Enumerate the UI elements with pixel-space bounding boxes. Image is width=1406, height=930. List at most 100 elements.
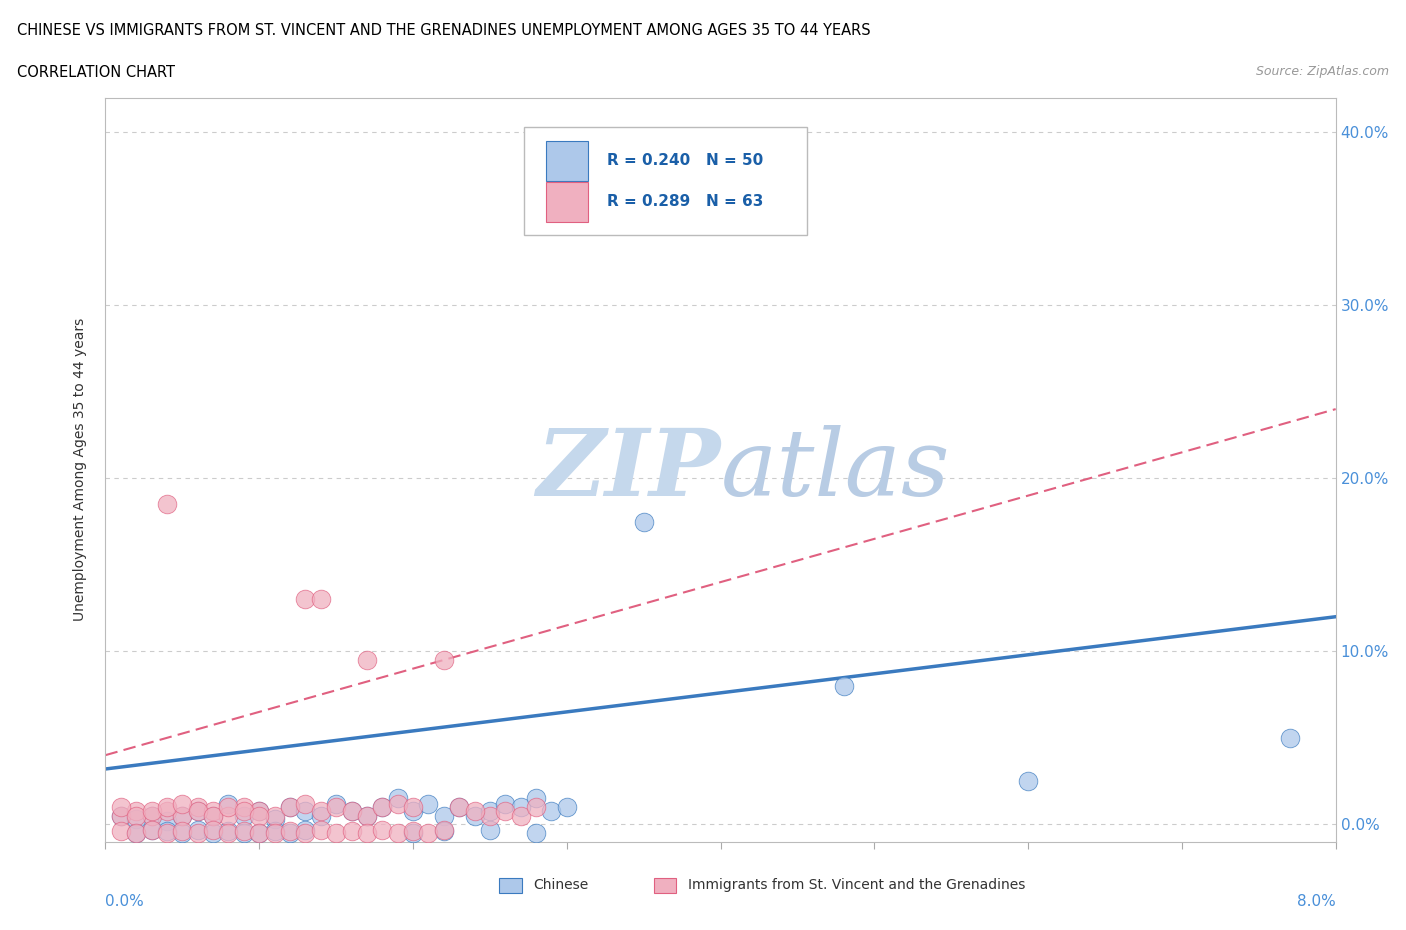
Point [263, 826, 285, 841]
Point [340, 804, 363, 818]
Point [141, 808, 163, 823]
Point [309, 822, 332, 837]
Point [418, 796, 440, 811]
Point [218, 808, 240, 823]
Point [309, 592, 332, 607]
Text: 0.0%: 0.0% [105, 894, 145, 909]
Point [1017, 774, 1039, 789]
Point [125, 826, 148, 841]
Point [156, 824, 179, 839]
Point [340, 804, 363, 818]
Point [524, 790, 547, 805]
Point [232, 804, 254, 818]
Point [172, 796, 194, 811]
Point [633, 514, 655, 529]
Point [110, 808, 132, 823]
Point [278, 800, 301, 815]
Point [464, 808, 486, 823]
Point [125, 812, 148, 827]
Text: Immigrants from St. Vincent and the Grenadines: Immigrants from St. Vincent and the Gren… [688, 878, 1025, 893]
Point [478, 808, 501, 823]
Point [478, 822, 501, 837]
Point [555, 800, 578, 815]
Point [187, 804, 209, 818]
Point [402, 804, 425, 818]
Point [110, 808, 132, 823]
Point [371, 800, 394, 815]
Point [832, 679, 855, 694]
Point [125, 826, 148, 841]
Point [187, 804, 209, 818]
Point [202, 826, 225, 841]
Point [247, 826, 270, 841]
Point [278, 824, 301, 839]
Point [524, 800, 547, 815]
Point [294, 592, 316, 607]
Point [278, 826, 301, 841]
Bar [654, 878, 676, 893]
Point [449, 800, 471, 815]
Point [433, 822, 456, 837]
Point [371, 822, 394, 837]
Point [187, 800, 209, 815]
Point [371, 800, 394, 815]
Point [156, 497, 179, 512]
Point [524, 826, 547, 841]
Point [540, 804, 562, 818]
Point [232, 800, 254, 815]
Point [294, 822, 316, 837]
Y-axis label: Unemployment Among Ages 35 to 44 years: Unemployment Among Ages 35 to 44 years [73, 318, 87, 621]
Point [125, 808, 148, 823]
Point [202, 808, 225, 823]
Point [263, 808, 285, 823]
Point [156, 826, 179, 841]
Text: ZIP: ZIP [536, 425, 721, 514]
Point [172, 808, 194, 823]
Point [356, 653, 378, 668]
Point [325, 800, 347, 815]
Point [156, 804, 179, 818]
Point [387, 790, 409, 805]
Point [232, 824, 254, 839]
Point [263, 824, 285, 839]
Point [449, 800, 471, 815]
Text: Chinese: Chinese [533, 878, 588, 893]
Point [433, 824, 456, 839]
Point [294, 804, 316, 818]
Point [156, 800, 179, 815]
Point [325, 826, 347, 841]
FancyBboxPatch shape [546, 181, 588, 222]
Point [309, 808, 332, 823]
Bar [499, 878, 522, 893]
Text: R = 0.289   N = 63: R = 0.289 N = 63 [607, 194, 763, 209]
Point [187, 826, 209, 841]
Point [402, 800, 425, 815]
Point [294, 826, 316, 841]
Point [247, 804, 270, 818]
Point [294, 796, 316, 811]
Text: CHINESE VS IMMIGRANTS FROM ST. VINCENT AND THE GRENADINES UNEMPLOYMENT AMONG AGE: CHINESE VS IMMIGRANTS FROM ST. VINCENT A… [17, 23, 870, 38]
Point [478, 804, 501, 818]
Point [218, 824, 240, 839]
Point [141, 808, 163, 823]
Point [187, 822, 209, 837]
Point [1278, 730, 1301, 745]
Point [464, 804, 486, 818]
Point [356, 826, 378, 841]
Point [232, 808, 254, 823]
Point [387, 826, 409, 841]
Point [218, 826, 240, 841]
Point [141, 822, 163, 837]
Point [494, 804, 516, 818]
Point [402, 824, 425, 839]
Point [110, 800, 132, 815]
Point [232, 826, 254, 841]
Point [247, 826, 270, 841]
Point [172, 824, 194, 839]
Point [125, 804, 148, 818]
Point [202, 804, 225, 818]
Point [156, 814, 179, 829]
Point [218, 800, 240, 815]
Text: Source: ZipAtlas.com: Source: ZipAtlas.com [1256, 65, 1389, 78]
Point [263, 812, 285, 827]
